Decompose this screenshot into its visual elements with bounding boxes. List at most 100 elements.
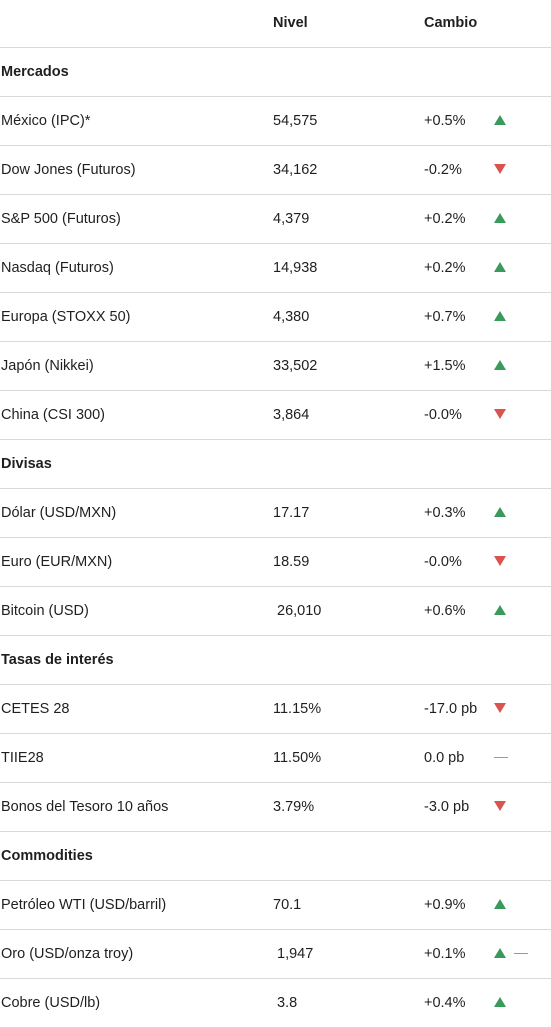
trend-indicator bbox=[494, 734, 534, 782]
section-title: Mercados bbox=[1, 64, 69, 80]
table-row: S&P 500 (Futuros) 4,379 +0.2% bbox=[0, 195, 551, 244]
table-row: Bitcoin (USD) 26,010 +0.6% bbox=[0, 587, 551, 636]
instrument-level: 14,938 bbox=[273, 260, 318, 276]
instrument-level: 33,502 bbox=[273, 358, 318, 374]
arrow-up-icon bbox=[494, 898, 506, 909]
instrument-change: 0.0 pb bbox=[424, 750, 465, 766]
instrument-change: +0.2% bbox=[424, 260, 466, 276]
instrument-level: 4,380 bbox=[273, 309, 310, 325]
arrow-up-icon bbox=[494, 310, 506, 321]
trend-indicator bbox=[494, 97, 534, 145]
table-row: Oro (USD/onza troy) 1,947 +0.1% bbox=[0, 930, 551, 979]
instrument-change: +1.5% bbox=[424, 358, 466, 374]
table-row: Dólar (USD/MXN) 17.17 +0.3% bbox=[0, 489, 551, 538]
table-header: Nivel Cambio bbox=[0, 0, 551, 48]
instrument-change: +0.6% bbox=[424, 603, 466, 619]
table-row: TIIE28 11.50% 0.0 pb bbox=[0, 734, 551, 783]
instrument-level: 3.79% bbox=[273, 799, 315, 815]
instrument-name: CETES 28 bbox=[1, 701, 70, 717]
instrument-level: 17.17 bbox=[273, 505, 310, 521]
header-level: Nivel bbox=[273, 15, 308, 31]
instrument-level: 1,947 bbox=[277, 946, 314, 962]
section-row: Mercados bbox=[0, 48, 551, 97]
instrument-name: Nasdaq (Futuros) bbox=[1, 260, 114, 276]
trend-indicator bbox=[494, 538, 534, 586]
instrument-change: -0.0% bbox=[424, 554, 462, 570]
dash-icon bbox=[514, 952, 528, 954]
dash-icon bbox=[494, 756, 508, 758]
section-row: Divisas bbox=[0, 440, 551, 489]
instrument-name: Dow Jones (Futuros) bbox=[1, 162, 136, 178]
instrument-name: Petróleo WTI (USD/barril) bbox=[1, 897, 167, 913]
trend-indicator bbox=[494, 244, 534, 292]
instrument-level: 11.15% bbox=[273, 701, 322, 717]
arrow-down-icon bbox=[494, 408, 506, 419]
trend-indicator bbox=[494, 489, 534, 537]
instrument-change: -17.0 pb bbox=[424, 701, 478, 717]
instrument-name: Europa (STOXX 50) bbox=[1, 309, 131, 325]
arrow-up-icon bbox=[494, 261, 506, 272]
table-row: México (IPC)* 54,575 +0.5% bbox=[0, 97, 551, 146]
instrument-level: 54,575 bbox=[273, 113, 318, 129]
instrument-level: 70.1 bbox=[273, 897, 302, 913]
arrow-up-icon bbox=[494, 506, 506, 517]
table-row: CETES 28 11.15% -17.0 pb bbox=[0, 685, 551, 734]
table-row: Bonos del Tesoro 10 años 3.79% -3.0 pb bbox=[0, 783, 551, 832]
instrument-change: -0.0% bbox=[424, 407, 462, 423]
arrow-up-icon bbox=[494, 114, 506, 125]
instrument-level: 26,010 bbox=[277, 603, 322, 619]
instrument-change: +0.4% bbox=[424, 995, 466, 1011]
arrow-up-icon bbox=[494, 947, 506, 958]
section-title: Divisas bbox=[1, 456, 52, 472]
instrument-name: Bitcoin (USD) bbox=[1, 603, 89, 619]
instrument-level: 11.50% bbox=[273, 750, 322, 766]
table-row: Euro (EUR/MXN) 18.59 -0.0% bbox=[0, 538, 551, 587]
instrument-name: México (IPC)* bbox=[1, 113, 91, 129]
table-body: Mercados México (IPC)* 54,575 +0.5% Dow Jone… bbox=[0, 48, 551, 1028]
trend-indicator bbox=[494, 930, 534, 978]
instrument-name: Japón (Nikkei) bbox=[1, 358, 94, 374]
instrument-change: -3.0 pb bbox=[424, 799, 470, 815]
table-row: Nasdaq (Futuros) 14,938 +0.2% bbox=[0, 244, 551, 293]
instrument-level: 18.59 bbox=[273, 554, 310, 570]
table-row: Japón (Nikkei) 33,502 +1.5% bbox=[0, 342, 551, 391]
table-row: Dow Jones (Futuros) 34,162 -0.2% bbox=[0, 146, 551, 195]
instrument-name: Cobre (USD/lb) bbox=[1, 995, 101, 1011]
instrument-name: Oro (USD/onza troy) bbox=[1, 946, 134, 962]
instrument-level: 3,864 bbox=[273, 407, 310, 423]
arrow-down-icon bbox=[494, 555, 506, 566]
arrow-down-icon bbox=[494, 702, 506, 713]
arrow-up-icon bbox=[494, 359, 506, 370]
instrument-level: 34,162 bbox=[273, 162, 318, 178]
arrow-up-icon bbox=[494, 604, 506, 615]
instrument-change: +0.3% bbox=[424, 505, 466, 521]
instrument-change: +0.9% bbox=[424, 897, 466, 913]
trend-indicator bbox=[494, 881, 534, 929]
instrument-change: +0.7% bbox=[424, 309, 466, 325]
instrument-name: Euro (EUR/MXN) bbox=[1, 554, 113, 570]
table-row: Petróleo WTI (USD/barril) 70.1 +0.9% bbox=[0, 881, 551, 930]
instrument-name: TIIE28 bbox=[1, 750, 44, 766]
trend-indicator bbox=[494, 391, 534, 439]
arrow-up-icon bbox=[494, 996, 506, 1007]
trend-indicator bbox=[494, 979, 534, 1027]
instrument-name: Dólar (USD/MXN) bbox=[1, 505, 117, 521]
trend-indicator bbox=[494, 587, 534, 635]
header-change: Cambio bbox=[424, 15, 478, 31]
section-row: Tasas de interés bbox=[0, 636, 551, 685]
arrow-down-icon bbox=[494, 163, 506, 174]
trend-indicator bbox=[494, 685, 534, 733]
trend-indicator bbox=[494, 146, 534, 194]
instrument-level: 3.8 bbox=[277, 995, 298, 1011]
instrument-name: China (CSI 300) bbox=[1, 407, 105, 423]
trend-indicator bbox=[494, 195, 534, 243]
instrument-change: +0.5% bbox=[424, 113, 466, 129]
trend-indicator bbox=[494, 342, 534, 390]
table-row: Cobre (USD/lb) 3.8 +0.4% bbox=[0, 979, 551, 1028]
instrument-change: -0.2% bbox=[424, 162, 462, 178]
instrument-change: +0.1% bbox=[424, 946, 466, 962]
section-row: Commodities bbox=[0, 832, 551, 881]
table-row: Europa (STOXX 50) 4,380 +0.7% bbox=[0, 293, 551, 342]
instrument-name: Bonos del Tesoro 10 años bbox=[1, 799, 169, 815]
